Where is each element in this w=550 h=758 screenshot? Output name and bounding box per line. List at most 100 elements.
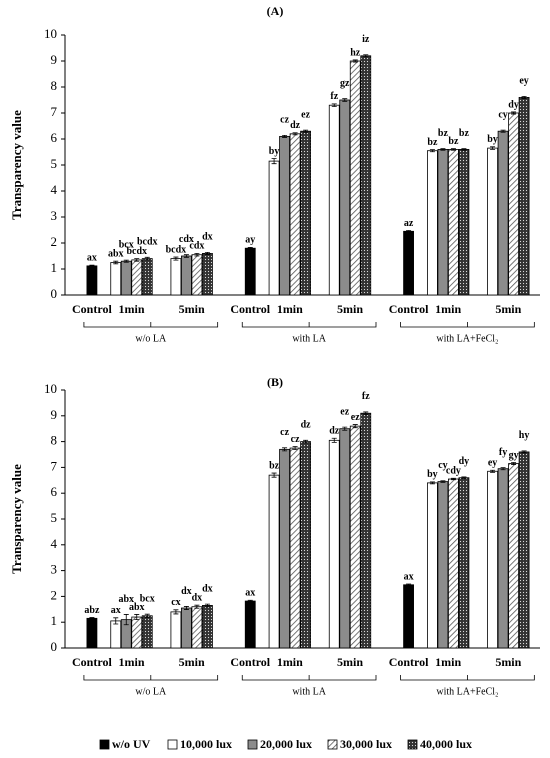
significance-label: bz: [438, 128, 449, 139]
significance-label: abx: [108, 248, 124, 259]
x-tick-label: 1min: [435, 302, 461, 316]
bar: [349, 425, 361, 649]
bar: [518, 451, 530, 649]
bar: [497, 130, 509, 296]
y-tick-label: 6: [51, 130, 58, 145]
legend-label: 30,000 lux: [340, 737, 392, 751]
y-tick-label: 5: [51, 510, 58, 525]
bar: [448, 478, 459, 649]
significance-label: hz: [350, 47, 361, 58]
x-tick-label: Control: [389, 655, 429, 669]
error-bar: [134, 258, 140, 262]
x-tick-label: 1min: [277, 655, 303, 669]
error-bar: [271, 158, 277, 165]
bar: [120, 260, 132, 296]
error-bar: [440, 480, 446, 483]
significance-label: bcdx: [137, 237, 158, 248]
bar: [191, 606, 203, 649]
significance-label: gz: [340, 78, 350, 89]
error-bar: [113, 260, 119, 265]
bar: [244, 247, 256, 296]
bar: [360, 412, 372, 649]
bar: [508, 463, 519, 649]
group-label: with LA+FeCl₂: [436, 686, 498, 697]
y-tick-label: 7: [51, 104, 58, 119]
error-bar: [123, 259, 129, 263]
legend-swatch: [167, 739, 178, 750]
error-bar: [331, 437, 337, 443]
group-bracket: [400, 322, 535, 328]
group-label: with LA+FeCl₂: [436, 333, 498, 344]
bar: [339, 428, 351, 649]
error-bar: [406, 230, 412, 233]
significance-label: ax: [87, 252, 97, 263]
significance-label: bcdx: [166, 244, 187, 255]
error-bar: [429, 481, 435, 485]
legend-swatch: [327, 739, 338, 750]
y-tick-label: 9: [51, 52, 58, 67]
error-bar: [342, 98, 348, 102]
bar: [202, 252, 213, 296]
y-tick-label: 8: [51, 78, 58, 93]
significance-label: bz: [459, 128, 470, 139]
bar: [289, 133, 301, 296]
error-bar: [113, 617, 119, 625]
bar: [403, 230, 414, 296]
error-bar: [123, 614, 129, 626]
error-bar: [406, 583, 412, 586]
error-bar: [194, 604, 200, 609]
x-tick-label: 5min: [337, 302, 363, 316]
legend-swatch: [407, 739, 418, 750]
bar: [427, 150, 438, 296]
significance-label: dx: [192, 592, 203, 603]
error-bar: [511, 462, 517, 465]
significance-label: cdx: [189, 241, 204, 252]
significance-label: gy: [509, 450, 519, 461]
legend-swatch: [99, 739, 110, 750]
significance-label: bcdx: [126, 246, 147, 257]
error-bar: [303, 129, 309, 133]
error-bar: [292, 446, 298, 450]
error-bar: [521, 450, 527, 454]
legend-label: 20,000 lux: [260, 737, 312, 751]
x-tick-label: 1min: [118, 302, 144, 316]
y-tick-label: 7: [51, 458, 58, 473]
significance-label: cx: [171, 597, 180, 608]
bar: [191, 254, 203, 296]
bar: [279, 135, 290, 296]
error-bar: [173, 256, 179, 261]
significance-label: dx: [202, 583, 213, 594]
error-bar: [490, 469, 496, 473]
error-bar: [429, 149, 435, 153]
error-bar: [89, 617, 95, 620]
significance-label: hy: [519, 430, 530, 441]
group-bracket: [400, 675, 535, 681]
bar: [487, 470, 498, 649]
significance-label: by: [427, 469, 438, 480]
error-bar: [89, 264, 95, 268]
significance-label: ez: [301, 109, 310, 120]
y-axis-title: Transparency value: [9, 464, 24, 574]
error-bar: [144, 256, 150, 261]
significance-label: ey: [519, 76, 528, 87]
significance-label: ez: [351, 412, 360, 423]
significance-label: dx: [181, 586, 192, 597]
x-tick-label: Control: [230, 655, 270, 669]
legend-label: 10,000 lux: [180, 737, 232, 751]
x-tick-label: Control: [72, 302, 112, 316]
bar: [141, 258, 153, 296]
error-bar: [363, 411, 369, 415]
legend-label: 40,000 lux: [420, 737, 472, 751]
significance-label: cy: [498, 109, 507, 120]
x-tick-label: 1min: [118, 655, 144, 669]
significance-label: ax: [245, 588, 255, 599]
x-tick-label: 5min: [179, 302, 205, 316]
bar: [110, 620, 122, 649]
bar: [427, 482, 438, 649]
significance-label: abx: [129, 602, 145, 613]
error-bar: [303, 439, 309, 444]
significance-label: cz: [280, 427, 289, 438]
group-label: w/o LA: [135, 333, 167, 344]
bar: [170, 258, 182, 296]
significance-label: bz: [448, 136, 459, 147]
